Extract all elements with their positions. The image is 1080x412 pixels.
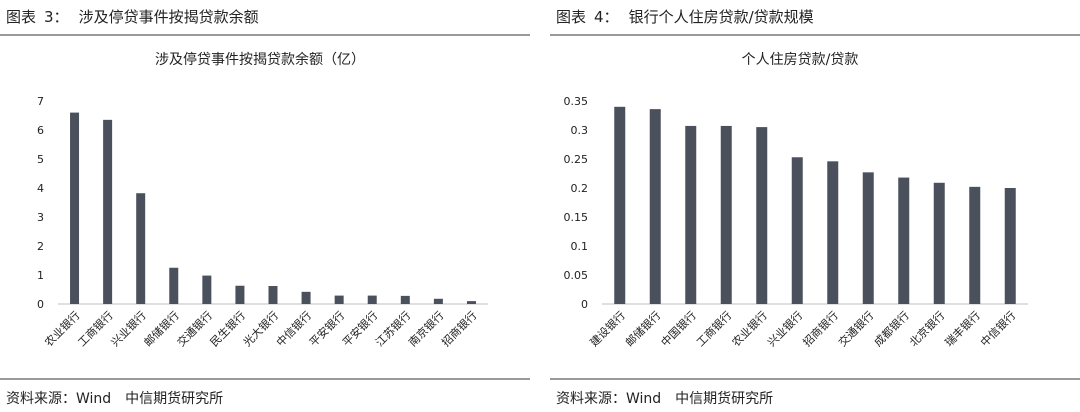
figure-4-y-tick-label: 0.25	[564, 153, 589, 166]
figure-4-source: 资料来源：Wind 中信期货研究所	[556, 391, 774, 407]
figure-3-number: 3：	[44, 8, 69, 26]
figure-4-category-label: 建设银行	[587, 308, 628, 349]
figure-4-y-tick-label: 0.2	[571, 182, 589, 195]
figure-4-y-tick-label: 0.05	[564, 269, 589, 282]
figure-4-category-label: 成都银行	[871, 308, 912, 349]
figure-3-title: 涉及停贷事件按揭贷款余额	[78, 8, 259, 26]
figure-4-bar	[898, 177, 910, 304]
figure-3-bar	[136, 193, 146, 304]
figure-3-panel: 图表 3： 涉及停贷事件按揭贷款余额 涉及停贷事件按揭贷款余额（亿） 0 1 2 3 4 5 6 7…	[0, 0, 530, 412]
figure-3-chart: 涉及停贷事件按揭贷款余额（亿） 0 1 2 3 4 5 6 7 农业银行工商银行兴业银行邮储银行交…	[37, 51, 488, 349]
figure-3-category-label: 交通银行	[174, 308, 215, 349]
figure-3-bar	[334, 295, 344, 304]
figure-4-category-label: 交通银行	[835, 308, 876, 349]
figure-4-header: 图表 4： 银行个人住房贷款/贷款规模	[556, 6, 814, 27]
figure-4-label: 图表	[556, 8, 587, 26]
figure-4-category-label: 中国银行	[658, 308, 699, 349]
figure-3-category-label: 民生银行	[207, 308, 248, 349]
figure-3-y-tick-label: 7	[37, 95, 44, 108]
figure-3-y-tick-label: 4	[37, 182, 44, 195]
figure-4-category-label: 工商银行	[693, 308, 734, 349]
figure-4-bar	[649, 109, 661, 305]
figure-4-footer-rule	[550, 378, 1080, 380]
figure-4-bar	[933, 182, 945, 304]
figure-3-y-tick-label: 2	[37, 240, 44, 253]
figure-4-chart-title: 个人住房贷款/贷款	[742, 52, 859, 68]
figure-4-bar	[791, 157, 803, 304]
figure-3-bar	[235, 285, 245, 304]
figure-3-y-tick-label: 0	[37, 298, 44, 311]
figure-4-category-label: 中信银行	[977, 308, 1018, 349]
figure-3-y-tick-label: 6	[37, 124, 44, 137]
figure-3-header: 图表 3： 涉及停贷事件按揭贷款余额	[6, 6, 259, 27]
figure-3-y-tick-label: 1	[37, 269, 44, 282]
figure-3-bar	[169, 267, 179, 304]
figure-4-y-tick-label: 0	[581, 298, 588, 311]
figure-3-category-label: 中信银行	[273, 308, 314, 349]
figure-4-panel: 图表 4： 银行个人住房贷款/贷款规模 个人住房贷款/贷款 0 0.05 0.1 0.15 0…	[550, 0, 1080, 412]
figure-3-header-rule	[0, 34, 530, 36]
figure-4-bar	[756, 127, 768, 304]
figure-4-chart: 个人住房贷款/贷款 0 0.05 0.1 0.15 0.2 0.25 0.3 0.35 建设银行邮…	[564, 52, 1028, 349]
figure-4-header-rule	[550, 34, 1080, 36]
figure-3-category-label: 兴业银行	[108, 308, 149, 349]
figure-4-category-label: 农业银行	[729, 308, 770, 349]
figure-3-bar	[103, 119, 113, 304]
figure-3-category-label: 平安银行	[306, 308, 347, 349]
figure-3-y-tick-label: 5	[37, 153, 44, 166]
figure-3-category-label: 光大银行	[240, 308, 281, 349]
figure-3-category-label: 南京银行	[405, 308, 446, 349]
figure-4-title: 银行个人住房贷款/贷款规模	[628, 8, 814, 26]
figure-3-bar	[466, 301, 476, 304]
figure-3-label: 图表	[6, 8, 37, 26]
figure-3-bar	[400, 295, 410, 304]
figure-4-category-label: 邮储银行	[622, 308, 663, 349]
figure-4-category-label: 兴业银行	[764, 308, 805, 349]
figure-3-category-label: 江苏银行	[372, 308, 413, 349]
figure-3-category-label: 工商银行	[75, 308, 116, 349]
figure-3-category-label: 农业银行	[42, 308, 83, 349]
figure-3-footer-rule	[0, 378, 530, 380]
figure-4-y-tick-label: 0.1	[571, 240, 589, 253]
figure-3-category-label: 招商银行	[439, 308, 480, 349]
figure-3-category-label: 邮储银行	[141, 308, 182, 349]
figure-4-category-label: 北京银行	[906, 308, 947, 349]
figure-4-bar	[685, 125, 697, 304]
figure-4-bar	[969, 186, 981, 304]
figure-3-bar	[268, 286, 278, 304]
figure-3-chart-title: 涉及停贷事件按揭贷款余额（亿）	[155, 51, 365, 68]
figure-4-bar	[862, 172, 874, 304]
figure-3-source: 资料来源：Wind 中信期货研究所	[6, 391, 224, 407]
figure-3-bar	[301, 291, 311, 304]
figure-4-bar	[827, 161, 839, 304]
figure-3-bar	[433, 298, 443, 304]
figure-4-bar	[720, 125, 732, 304]
figure-4-y-tick-label: 0.3	[571, 124, 589, 137]
figure-3-bar	[202, 275, 212, 304]
figure-4-y-tick-label: 0.15	[564, 211, 589, 224]
figure-4-category-label: 招商银行	[800, 308, 841, 349]
figure-4-y-tick-label: 0.35	[564, 95, 589, 108]
figure-3-bar	[367, 295, 377, 304]
figure-3-y-tick-label: 3	[37, 211, 44, 224]
figure-4-number: 4：	[594, 8, 619, 26]
figure-4-bar	[614, 106, 626, 304]
figure-3-bar	[70, 112, 80, 304]
figure-4-category-label: 瑞丰银行	[942, 308, 983, 349]
figure-4-bar	[1004, 188, 1016, 304]
figure-3-category-label: 平安银行	[339, 308, 380, 349]
